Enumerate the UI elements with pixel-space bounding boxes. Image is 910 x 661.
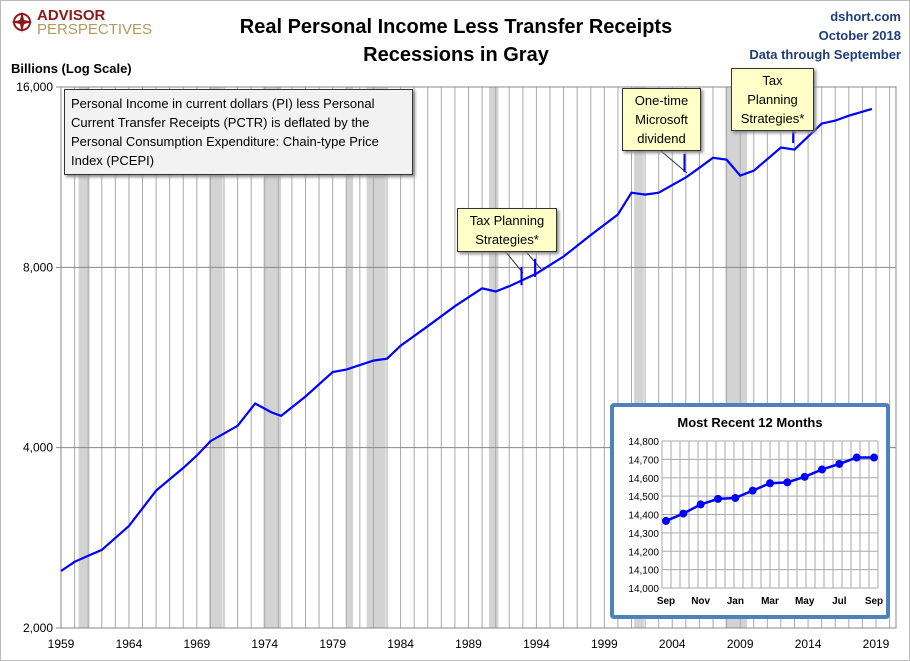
recession-band xyxy=(366,87,386,628)
inset-data-point xyxy=(731,493,740,502)
inset-data-point xyxy=(870,453,878,462)
advisor-perspectives-logo: ADVISOR PERSPECTIVES xyxy=(11,7,153,38)
inset-x-tick-label: Sep xyxy=(865,596,883,607)
inset-data-point xyxy=(783,478,792,487)
source-date: October 2018 xyxy=(818,28,901,43)
data-through: Data through September xyxy=(749,47,901,62)
x-tick-label: 1959 xyxy=(48,637,75,651)
y-axis-label: Billions (Log Scale) xyxy=(11,61,132,76)
inset-chart-panel: Most Recent 12 Months 14,000 14,100 14,200… xyxy=(610,403,890,619)
x-tick-label: 1979 xyxy=(319,637,346,651)
x-tick-label: 1999 xyxy=(591,637,618,651)
recession-band xyxy=(263,87,282,628)
subtitle-line: Recessions in Gray xyxy=(363,44,549,66)
inset-data-point xyxy=(662,516,670,525)
x-tick-label: 1969 xyxy=(183,637,210,651)
inset-title: Most Recent 12 Months xyxy=(677,415,823,430)
recession-band xyxy=(209,87,223,628)
title-line: Real Personal Income Less Transfer Recei… xyxy=(239,16,673,38)
inset-y-tick-label: 14,700 xyxy=(628,455,659,466)
inset-y-tick-label: 14,800 xyxy=(628,437,659,448)
logo-line2: PERSPECTIVES xyxy=(37,21,153,38)
inset-x-tick-label: Nov xyxy=(691,596,710,607)
x-tick-label: 1984 xyxy=(387,637,414,651)
y-tick-label: 4,000 xyxy=(23,441,53,455)
x-tick-label: 2004 xyxy=(659,637,686,651)
inset-y-tick-label: 14,200 xyxy=(628,547,659,558)
inset-data-point xyxy=(852,453,861,462)
description-box: Personal Income in current dollars (PI) … xyxy=(64,89,413,175)
logo-line1: ADVISOR xyxy=(37,7,106,24)
inset-x-tick-label: Mar xyxy=(761,596,779,607)
recession-band xyxy=(488,87,499,628)
x-tick-label: 1989 xyxy=(455,637,482,651)
income-series-line xyxy=(60,107,873,572)
y-tick-label: 8,000 xyxy=(23,260,53,274)
annotation-leader xyxy=(660,150,688,174)
x-tick-label: 2019 xyxy=(863,637,890,651)
source-site: dshort.com xyxy=(830,9,901,24)
inset-data-point xyxy=(800,472,809,481)
x-tick-label: 2014 xyxy=(795,637,822,651)
inset-data-point xyxy=(714,494,722,503)
inset-data-point xyxy=(696,500,705,509)
recession-band xyxy=(78,87,90,628)
inset-x-tick-label: Sep xyxy=(657,596,675,607)
inset-data-point xyxy=(748,486,757,495)
inset-x-tick-label: Jan xyxy=(727,596,744,607)
y-tick-label: 16,000 xyxy=(16,80,53,94)
annotation-microsoft: One-time Microsoft dividend xyxy=(622,88,701,151)
inset-y-tick-label: 14,500 xyxy=(628,492,659,503)
inset-x-tick-label: May xyxy=(795,596,815,607)
inset-data-point xyxy=(766,479,774,488)
inset-data-point xyxy=(835,459,844,468)
x-tick-label: 1964 xyxy=(116,637,143,651)
x-tick-label: 1974 xyxy=(251,637,278,651)
inset-data-point xyxy=(818,465,826,474)
chart-title: Real Personal Income Less Transfer Recei… xyxy=(181,13,731,69)
recession-band xyxy=(346,87,354,628)
source-info: dshort.com October 2018 Data through Sep… xyxy=(749,7,901,64)
inset-data-point xyxy=(679,509,688,518)
inset-y-tick-label: 14,600 xyxy=(628,474,659,485)
inset-y-tick-label: 14,100 xyxy=(628,566,659,577)
y-tick-label: 2,000 xyxy=(23,621,53,635)
inset-y-tick-label: 14,300 xyxy=(628,529,659,540)
compass-star-icon xyxy=(11,11,33,33)
x-tick-label: 2009 xyxy=(727,637,754,651)
inset-y-tick-label: 14,000 xyxy=(628,584,659,595)
x-tick-label: 1994 xyxy=(523,637,550,651)
inset-chart: 14,000 14,100 14,200 14,300 14,400 14,500 14,6… xyxy=(628,437,883,607)
annotation-tax-1993: Tax Planning Strategies* xyxy=(457,208,557,252)
inset-y-tick-label: 14,400 xyxy=(628,511,659,522)
recession-band xyxy=(634,87,644,628)
annotation-tax-2013: Tax Planning Strategies* xyxy=(731,68,814,131)
inset-x-tick-label: Jul xyxy=(832,596,847,607)
